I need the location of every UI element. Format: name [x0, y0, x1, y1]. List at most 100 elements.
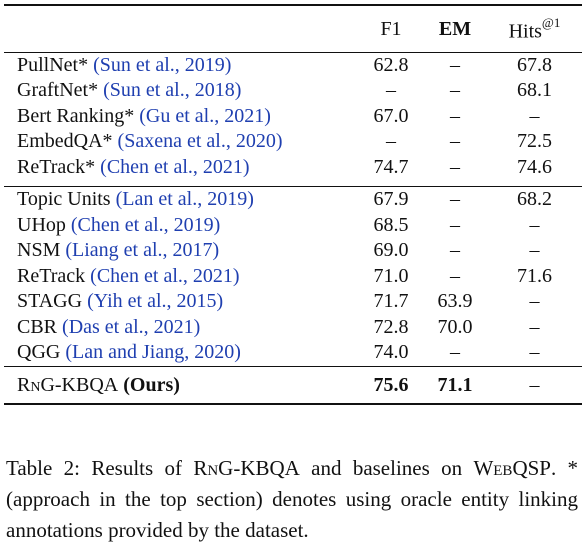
f1-value: 74.7 [373, 155, 409, 178]
header-method [4, 5, 359, 52]
hits-value: – [529, 341, 540, 364]
hits-value: 71.6 [517, 264, 552, 287]
em-value: – [450, 79, 460, 102]
header-f1: F1 [380, 17, 402, 40]
f1-value: 71.7 [373, 290, 409, 313]
citation-link[interactable]: (Das et al., 2021) [62, 315, 201, 338]
f1-value: 72.8 [373, 315, 409, 338]
em-value: – [450, 130, 460, 153]
method-name: ReTrack* [17, 155, 96, 178]
table-row: PullNet* (Sun et al., 2019) 62.8 – 67.8 [4, 52, 582, 78]
table-row: CBR (Das et al., 2021) 72.8 70.0 – [4, 315, 582, 341]
method-cell: QGG (Lan and Jiang, 2020) [4, 340, 359, 366]
em-value: – [450, 264, 460, 287]
f1-value: 75.6 [373, 373, 409, 396]
method-cell: NSM (Liang et al., 2017) [4, 238, 359, 264]
method-name: NSM [17, 239, 61, 262]
hits-value: 68.2 [517, 188, 552, 211]
table-row: GraftNet* (Sun et al., 2018) – – 68.1 [4, 78, 582, 104]
method-cell: GraftNet* (Sun et al., 2018) [4, 78, 359, 104]
citation-link[interactable]: (Liang et al., 2017) [65, 239, 220, 262]
citation-link[interactable]: (Yih et al., 2015) [87, 290, 224, 313]
method-cell: UHop (Chen et al., 2019) [4, 213, 359, 239]
table-row: ReTrack* (Chen et al., 2021) 74.7 – 74.6 [4, 155, 582, 181]
method-cell: CBR (Das et al., 2021) [4, 315, 359, 341]
em-value: – [450, 239, 460, 262]
table-row: EmbedQA* (Saxena et al., 2020) – – 72.5 [4, 129, 582, 155]
method-cell: Bert Ranking* (Gu et al., 2021) [4, 104, 359, 130]
table-body: PullNet* (Sun et al., 2019) 62.8–67.8 Graf… [4, 52, 582, 404]
f1-value: – [386, 130, 396, 153]
citation-link[interactable]: (Sun et al., 2018) [103, 79, 242, 102]
method-name: GraftNet* [17, 79, 99, 102]
em-value: – [450, 104, 460, 127]
caption-dataset: WebQSP [473, 456, 551, 480]
em-value: 70.0 [437, 315, 473, 338]
method-cell: ReTrack (Chen et al., 2021) [4, 264, 359, 290]
f1-value: 74.0 [373, 341, 409, 364]
f1-value: 67.0 [373, 104, 409, 127]
citation-link[interactable]: (Saxena et al., 2020) [117, 130, 283, 153]
ours-tag: (Ours) [123, 373, 180, 396]
method-name: QGG [17, 341, 61, 364]
caption-text-2: and baselines on [311, 456, 463, 480]
ours-row: RnG-KBQA (Ours) 75.6 71.1 – [4, 366, 582, 404]
table-caption: Table 2: Results of RnG-KBQA and baselin… [6, 453, 578, 546]
citation-link[interactable]: (Gu et al., 2021) [139, 104, 271, 127]
hits-value: – [529, 213, 540, 236]
f1-value: 62.8 [373, 53, 409, 76]
table-row: QGG (Lan and Jiang, 2020) 74.0 – – [4, 340, 582, 366]
header-row: F1 EM Hits@1 [4, 5, 582, 52]
method-name: ReTrack [17, 264, 86, 287]
em-value: – [450, 341, 460, 364]
header-hits-label: Hits [508, 20, 542, 43]
hits-value: – [529, 290, 540, 313]
citation-link[interactable]: (Sun et al., 2019) [93, 53, 232, 76]
table-row: NSM (Liang et al., 2017) 69.0 – – [4, 238, 582, 264]
caption-label: Table 2: [6, 456, 80, 480]
method-cell: PullNet* (Sun et al., 2019) [4, 52, 359, 78]
citation-link[interactable]: (Lan et al., 2019) [115, 188, 254, 211]
em-value: – [450, 188, 460, 211]
em-value: 63.9 [437, 290, 473, 313]
method-cell: RnG-KBQA (Ours) [4, 366, 359, 404]
header-hits-sup: @1 [541, 15, 561, 30]
citation-link[interactable]: (Lan and Jiang, 2020) [65, 341, 241, 364]
table-row: UHop (Chen et al., 2019) 68.5 – – [4, 213, 582, 239]
results-table: F1 EM Hits@1 PullNet* (Sun et al., 2019)… [4, 4, 582, 405]
f1-value: – [386, 79, 396, 102]
method-name: PullNet* [17, 53, 89, 76]
em-value: 71.1 [437, 373, 473, 396]
em-value: – [450, 155, 460, 178]
citation-link[interactable]: (Chen et al., 2021) [90, 264, 240, 287]
method-name: CBR [17, 315, 58, 338]
hits-value: – [529, 373, 540, 396]
table-row: Bert Ranking* (Gu et al., 2021) 67.0 – – [4, 104, 582, 130]
f1-value: 67.9 [373, 188, 409, 211]
method-name: Bert Ranking* [17, 104, 135, 127]
hits-value: 72.5 [517, 130, 552, 153]
caption-text-3: . * (approach in the top section) denote… [6, 456, 579, 542]
f1-value: 71.0 [373, 264, 409, 287]
caption-model: RnG-KBQA [193, 456, 300, 480]
method-cell: ReTrack* (Chen et al., 2021) [4, 155, 359, 181]
method-cell: EmbedQA* (Saxena et al., 2020) [4, 129, 359, 155]
header-hits: Hits@1 [487, 5, 582, 52]
citation-link[interactable]: (Chen et al., 2021) [100, 155, 250, 178]
f1-value: 68.5 [373, 213, 409, 236]
hits-value: – [529, 315, 540, 338]
em-value: – [450, 213, 460, 236]
method-name: Topic Units [17, 188, 111, 211]
method-name: UHop [17, 213, 66, 236]
f1-value: 69.0 [373, 239, 409, 262]
hits-value: 68.1 [517, 79, 552, 102]
caption-text-1: Results of [91, 456, 182, 480]
method-cell: STAGG (Yih et al., 2015) [4, 289, 359, 315]
method-name: STAGG [17, 290, 83, 313]
header-em: EM [438, 17, 472, 40]
citation-link[interactable]: (Chen et al., 2019) [70, 213, 221, 236]
hits-value: 74.6 [517, 155, 552, 178]
method-name: EmbedQA* [17, 130, 113, 153]
method-cell: Topic Units (Lan et al., 2019) [4, 187, 359, 213]
